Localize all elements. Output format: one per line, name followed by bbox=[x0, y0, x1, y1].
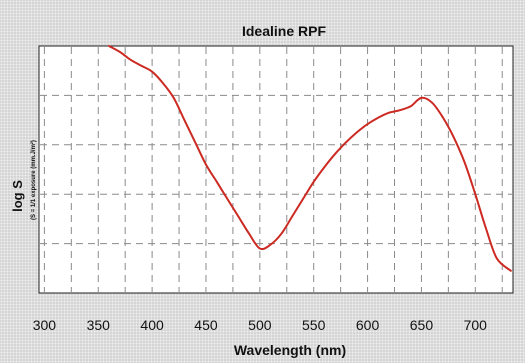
chart-title: Idealine RPF bbox=[242, 23, 326, 39]
x-axis-label: Wavelength (nm) bbox=[234, 342, 346, 358]
data-point bbox=[248, 233, 250, 235]
x-tick-label: 300 bbox=[33, 317, 57, 333]
data-point bbox=[453, 136, 455, 138]
data-point bbox=[280, 233, 282, 235]
data-point bbox=[485, 228, 487, 230]
data-point bbox=[130, 59, 132, 61]
data-point bbox=[367, 123, 369, 125]
data-point bbox=[431, 102, 433, 104]
data-point bbox=[205, 164, 207, 166]
y-axis-label: log S bbox=[10, 180, 25, 212]
x-tick-label: 350 bbox=[87, 317, 111, 333]
data-point bbox=[270, 244, 272, 246]
data-point bbox=[183, 119, 185, 121]
data-point bbox=[259, 247, 261, 250]
x-tick-label: 550 bbox=[302, 317, 326, 333]
data-point bbox=[291, 215, 293, 217]
data-point bbox=[302, 198, 304, 200]
data-point bbox=[334, 153, 336, 155]
data-point bbox=[463, 161, 466, 163]
x-tick-label: 650 bbox=[410, 317, 434, 333]
x-tick-label: 500 bbox=[248, 317, 272, 333]
series-layer bbox=[108, 45, 512, 272]
data-point bbox=[399, 109, 401, 111]
grid bbox=[40, 47, 512, 292]
data-point bbox=[388, 112, 390, 114]
data-point bbox=[194, 141, 196, 143]
data-point bbox=[173, 97, 175, 99]
data-point bbox=[510, 270, 512, 272]
y-axis-sublabel: (S = 1/1 exposure (mm.J/m²) bbox=[30, 140, 37, 220]
data-point bbox=[474, 193, 476, 195]
data-point bbox=[377, 117, 379, 119]
plot-area bbox=[38, 45, 514, 294]
x-axis-ticks: 300 350 400 450 500 550 600 650 700 bbox=[33, 317, 487, 333]
data-point bbox=[151, 71, 153, 73]
x-tick-label: 400 bbox=[140, 317, 164, 333]
data-point bbox=[496, 257, 498, 259]
data-point bbox=[108, 45, 110, 47]
data-point bbox=[356, 131, 358, 133]
x-tick-label: 600 bbox=[356, 317, 380, 333]
series-line bbox=[108, 45, 512, 272]
data-point bbox=[162, 82, 164, 84]
data-point bbox=[237, 215, 239, 217]
data-point bbox=[119, 51, 121, 53]
data-point bbox=[345, 141, 347, 143]
x-tick-label: 700 bbox=[464, 317, 488, 333]
data-point bbox=[420, 97, 422, 99]
data-point bbox=[442, 117, 444, 119]
data-point bbox=[410, 105, 412, 107]
data-point bbox=[216, 181, 218, 183]
data-point bbox=[226, 198, 229, 200]
x-tick-label: 450 bbox=[194, 317, 218, 333]
data-point bbox=[140, 65, 142, 67]
data-point bbox=[323, 166, 326, 168]
data-point bbox=[313, 181, 315, 183]
